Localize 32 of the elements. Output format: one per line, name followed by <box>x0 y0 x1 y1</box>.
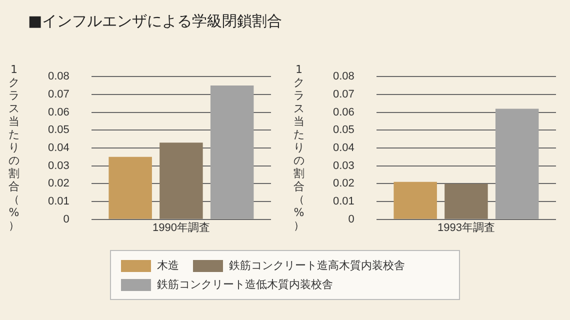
y-tick-label: 0.08 <box>48 70 70 83</box>
bar <box>444 184 488 219</box>
text: 1クラス当たりの割合（%） <box>8 62 20 232</box>
y-tick-label: 0.07 <box>332 88 354 100</box>
y-tick-label: 0.03 <box>332 160 354 172</box>
y-tick-label: 0.01 <box>48 196 70 208</box>
bar <box>495 108 539 219</box>
bar <box>108 156 152 219</box>
x-axis-title: 1993年調査 <box>437 221 495 234</box>
y-tick-label: 0.08 <box>332 70 354 83</box>
y-tick-label: 0.05 <box>332 124 354 136</box>
y-tick-label: 0.03 <box>48 160 70 172</box>
y-tick-label: 0.02 <box>332 178 354 190</box>
legend-label: 木造 <box>157 258 179 273</box>
y-tick-label: 0.04 <box>48 142 70 154</box>
bar <box>394 182 437 219</box>
x-axis-title: 1990年調査 <box>152 221 210 234</box>
y-tick-label: 0.02 <box>48 178 70 190</box>
bar <box>160 142 203 219</box>
y-tick-label: 0.06 <box>332 106 354 118</box>
y-tick-label: 0.05 <box>48 124 70 136</box>
y-tick-label: 0.07 <box>48 88 70 100</box>
bar <box>210 86 254 219</box>
y-tick-label: 0.01 <box>332 196 354 208</box>
chart-title: ■インフルエンザによる学級閉鎖割合 <box>28 12 282 31</box>
legend-label: 鉄筋コンクリート造高木質内装校舎 <box>229 258 405 273</box>
y-tick-label: 0 <box>348 213 354 226</box>
y-tick-label: 0 <box>63 213 70 226</box>
text: 1クラス当たりの割合（%） <box>294 62 304 232</box>
y-tick-label: 0.04 <box>332 142 354 154</box>
legend-label: 鉄筋コンクリート造低木質内装校舎 <box>157 277 333 292</box>
y-tick-label: 0.06 <box>48 106 70 118</box>
